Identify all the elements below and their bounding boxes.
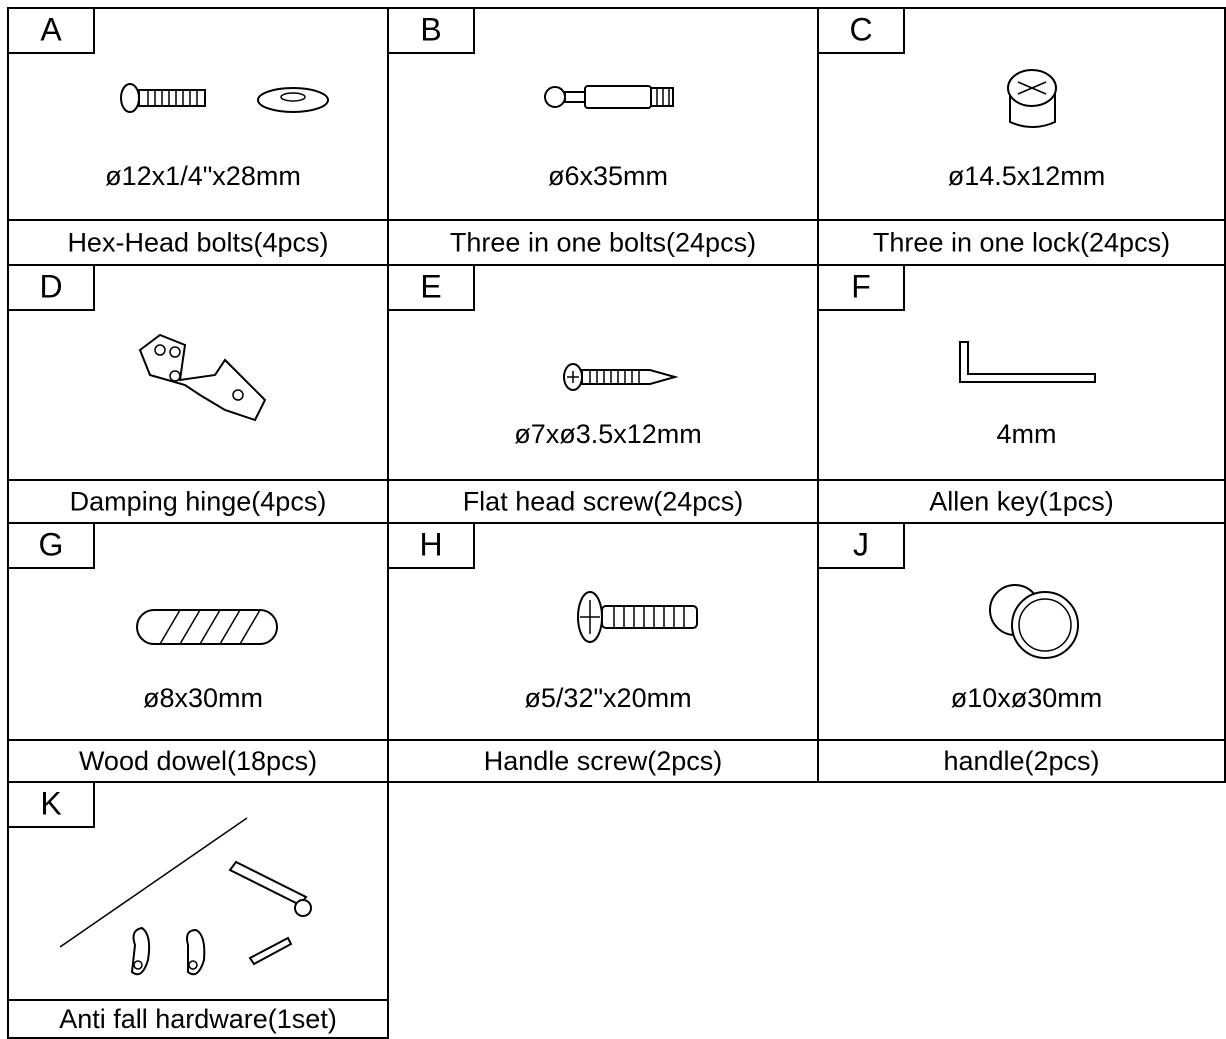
part-name: Three in one bolts(24pcs) [450,228,756,258]
letter-box [7,7,95,54]
part-letter: H [419,526,442,562]
part-letter: B [420,11,441,47]
letter-box [387,7,475,54]
part-size: ø6x35mm [548,161,668,191]
part-size: ø10xø30mm [951,683,1103,713]
cell-border [817,264,1226,524]
part-letter: E [420,268,441,304]
letter-box [817,264,905,311]
letter-box [387,522,475,569]
part-size: ø8x30mm [143,683,263,713]
icon-h [577,591,698,643]
cell-border [387,522,819,783]
cell-border [387,264,819,524]
part-name: Damping hinge(4pcs) [70,487,327,517]
icon-j [989,584,1079,659]
part-letter: J [853,526,869,562]
icon-g [136,609,278,645]
part-size: ø12x1/4"x28mm [105,161,301,191]
letter-box [817,522,905,569]
part-size: ø14.5x12mm [948,161,1106,191]
icon-c [1007,69,1057,128]
part-letter: K [40,785,61,821]
part-name: Hex-Head bolts(4pcs) [67,228,328,258]
cell-border [387,7,819,266]
part-size: ø5/32"x20mm [524,683,691,713]
part-letter: D [39,268,62,304]
icon-a [120,83,329,113]
part-name: Anti fall hardware(1set) [59,1004,337,1034]
part-letter: C [849,11,872,47]
cell-border [7,522,389,783]
icon-b [544,85,674,109]
part-letter: F [851,268,871,304]
cell-border [7,781,389,1039]
part-name: handle(2pcs) [943,746,1099,776]
letter-box [817,7,905,54]
part-letter: A [40,11,62,47]
icon-e [563,363,679,391]
letter-box [7,264,95,311]
part-name: Wood dowel(18pcs) [79,746,317,776]
icon-d [138,333,267,422]
icon-f [959,341,1096,383]
cell-border [7,7,389,266]
part-size: ø7xø3.5x12mm [514,419,702,449]
letter-box [7,781,95,828]
part-name: Allen key(1pcs) [929,487,1114,517]
icon-k [59,817,312,976]
letter-box [387,264,475,311]
cell-border [817,7,1226,266]
part-letter: G [39,526,64,562]
letter-box [7,522,95,569]
part-name: Flat head screw(24pcs) [463,487,744,517]
part-name: Three in one lock(24pcs) [873,228,1170,258]
part-size: 4mm [997,419,1057,449]
cell-border [817,522,1226,783]
part-name: Handle screw(2pcs) [484,746,723,776]
